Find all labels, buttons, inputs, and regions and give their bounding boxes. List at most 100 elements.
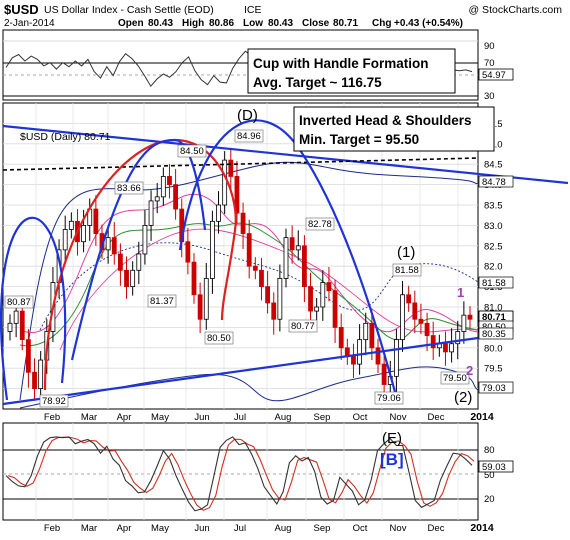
price-label-text: 80.87: [7, 297, 31, 308]
cup-handle-line2: Avg. Target ~ 116.75: [253, 75, 382, 90]
x-axis-label: Aug: [275, 523, 292, 534]
chart-date: 2-Jan-2014: [4, 18, 55, 29]
main-y-tick: 82.0: [484, 262, 503, 273]
x-axis-label: Apr: [117, 412, 132, 423]
cycle-arc-2: [70, 138, 207, 361]
candle: [216, 191, 221, 234]
price-label-84-96: 84.96: [234, 129, 264, 143]
bottom-tick-80: 80: [484, 445, 495, 456]
price-label-text: 84.50: [180, 146, 204, 157]
x-axis-label: Feb: [44, 523, 60, 534]
candle: [283, 228, 289, 288]
x-axis-label: Feb: [44, 412, 60, 423]
main-panel-frame: [2, 102, 479, 410]
price-label-text: 80.77: [291, 321, 315, 332]
cycle-arc-1: [0, 216, 67, 401]
candle: [111, 222, 117, 265]
neckline-dashed: [2, 157, 479, 171]
x-axis-label: Jun: [194, 523, 209, 534]
ohlc-readout: Open 80.43 High 80.86 Low 80.43 Close 80…: [118, 18, 463, 29]
x-axis-label: Mar: [81, 523, 97, 534]
candle: [240, 202, 246, 250]
candle: [38, 351, 44, 398]
right-box-ma2: 80.35: [478, 327, 514, 340]
close-value: 80.71: [333, 18, 358, 29]
price-label-79-06: 79.06: [374, 391, 404, 405]
top-tick-90: 90: [484, 41, 495, 52]
candle: [185, 227, 191, 275]
price-label-80-87: 80.87: [4, 295, 34, 309]
candle: [271, 292, 277, 335]
wave-label-D: (D): [237, 107, 258, 124]
price-label-text: 84.96: [237, 131, 261, 142]
resistance-trendline: [2, 124, 569, 185]
right-box-text: 79.03: [482, 383, 506, 394]
candle: [25, 329, 31, 388]
candle: [412, 290, 418, 334]
chg-value: +0.43 (+0.54%): [394, 18, 463, 29]
candle: [277, 264, 283, 332]
top-last-value: 54.97: [482, 70, 506, 81]
candle: [191, 253, 197, 304]
close-label: Close: [302, 18, 330, 29]
candle: [363, 312, 369, 356]
x-axis-label: Jul: [234, 412, 246, 423]
high-value: 80.86: [209, 18, 234, 29]
x-axis-labels-main: Feb Mar Apr May Jun Jul Aug Sep Oct Nov Dec 2014: [44, 411, 494, 423]
candle: [203, 262, 209, 330]
price-label-81-58: 81.58: [392, 263, 422, 277]
main-y-tick: 82.5: [484, 241, 503, 252]
hs-box: [293, 106, 495, 152]
candle: [449, 328, 455, 363]
price-label-80-50: 80.50: [204, 331, 234, 345]
main-y-tick: 79.5: [484, 364, 503, 375]
candle: [130, 261, 136, 296]
x-axis-label: Oct: [353, 523, 368, 534]
x-axis-label: Sep: [314, 523, 331, 534]
x-axis-label: Nov: [390, 523, 407, 534]
candle: [167, 164, 172, 199]
candle: [406, 285, 412, 312]
price-label-81-37: 81.37: [147, 294, 177, 308]
x-axis-label: Dec: [428, 412, 445, 423]
candle: [418, 303, 424, 334]
right-box-text: 81.58: [482, 278, 506, 289]
x-axis-label: Apr: [117, 523, 132, 534]
x-axis-label: May: [151, 523, 169, 534]
wave-label-1: (1): [397, 244, 415, 261]
price-label-83-66: 83.66: [114, 181, 144, 195]
right-box-text: 80.35: [482, 329, 506, 340]
candle: [246, 219, 252, 279]
candle: [265, 271, 271, 314]
top-last-value-box: [478, 68, 514, 81]
price-label-text: 78.92: [42, 396, 66, 407]
cup-arc: [43, 138, 237, 391]
top-panel: 90 70 50 30 54.97 Cup with Handle Format…: [2, 29, 514, 102]
x-axis-label: Mar: [81, 412, 97, 423]
main-y-tick: 80.0: [484, 343, 503, 354]
candle: [443, 331, 448, 366]
right-box-envelope-lower: 79.03: [478, 381, 514, 394]
main-y-tick: 81.0: [484, 303, 503, 314]
cup-handle-line1: Cup with Handle Formation: [253, 56, 429, 71]
x-axis-label: Nov: [390, 412, 407, 423]
price-label-text: 80.50: [207, 333, 231, 344]
candle: [105, 225, 111, 264]
x-axis-label: Jul: [234, 523, 246, 534]
candle: [7, 314, 13, 341]
chart-symbol: $USD: [4, 2, 39, 17]
main-y-tick: 83.0: [484, 221, 503, 232]
candle: [148, 190, 154, 241]
right-box-text: 80.50: [482, 322, 506, 333]
right-box-envelope-upper: 84.78: [478, 175, 514, 188]
bottom-last-value: 59.03: [482, 462, 506, 473]
price-label-79-50: 79.50: [440, 371, 470, 385]
candle: [197, 282, 203, 334]
candle: [124, 256, 129, 299]
candle: [467, 306, 473, 329]
top-tick-70: 70: [484, 58, 495, 69]
watermark: @ StockCharts.com: [468, 4, 562, 16]
ma-slow: [59, 228, 479, 351]
hs-line1: Inverted Head & Shoulders: [299, 113, 472, 128]
price-label-80-77: 80.77: [288, 319, 318, 333]
